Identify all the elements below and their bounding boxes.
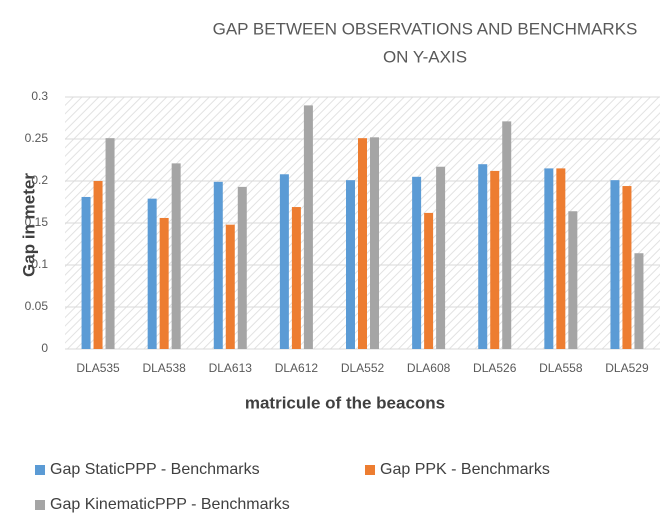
bar (81, 196, 91, 349)
bar (291, 207, 301, 349)
legend-label: Gap StaticPPP - Benchmarks (50, 461, 260, 478)
bar (159, 217, 169, 349)
bar (147, 198, 157, 349)
y-tick-label: 0.25 (25, 131, 49, 145)
x-tick-label: DLA558 (539, 361, 583, 375)
bar (478, 164, 488, 349)
bar (436, 166, 446, 349)
bar (610, 180, 620, 349)
legend-label: Gap PPK - Benchmarks (380, 461, 550, 478)
bar (171, 163, 181, 349)
bar (105, 138, 115, 349)
x-axis-label: matricule of the beacons (245, 393, 445, 412)
chart-title: ON Y-AXIS (383, 47, 467, 66)
x-tick-label: DLA538 (142, 361, 186, 375)
x-tick-label: DLA612 (275, 361, 319, 375)
y-tick-label: 0 (41, 341, 48, 355)
bar (225, 224, 235, 349)
y-tick-label: 0.1 (31, 257, 48, 271)
legend-swatch (365, 465, 375, 475)
bar (370, 137, 379, 349)
x-tick-label: DLA613 (209, 361, 253, 375)
bar (622, 186, 632, 349)
chart-title: GAP BETWEEN OBSERVATIONS AND BENCHMARKS (213, 19, 638, 38)
bar (412, 176, 422, 349)
y-tick-label: 0.05 (25, 299, 49, 313)
bar (93, 181, 103, 349)
bar (237, 186, 247, 349)
bar (346, 180, 355, 349)
y-tick-label: 0.15 (25, 215, 49, 229)
legend-label: Gap KinematicPPP - Benchmarks (50, 496, 290, 513)
bar (502, 121, 512, 349)
bar (568, 211, 578, 349)
x-tick-label: DLA552 (341, 361, 385, 375)
x-tick-label: DLA529 (605, 361, 649, 375)
x-tick-label: DLA608 (407, 361, 451, 375)
bar (490, 170, 500, 349)
y-axis-label: Gap in meter (19, 173, 38, 277)
bar (279, 174, 289, 349)
bar (424, 212, 434, 349)
y-tick-label: 0.2 (31, 173, 48, 187)
x-tick-label: DLA535 (76, 361, 120, 375)
legend-swatch (35, 465, 45, 475)
legend-swatch (35, 500, 45, 510)
bar (544, 168, 554, 349)
bar (213, 181, 223, 349)
x-tick-label: DLA526 (473, 361, 517, 375)
bar (634, 253, 644, 349)
y-tick-label: 0.3 (31, 89, 48, 103)
bar (556, 168, 566, 349)
bar (303, 105, 313, 350)
bar (358, 138, 367, 349)
